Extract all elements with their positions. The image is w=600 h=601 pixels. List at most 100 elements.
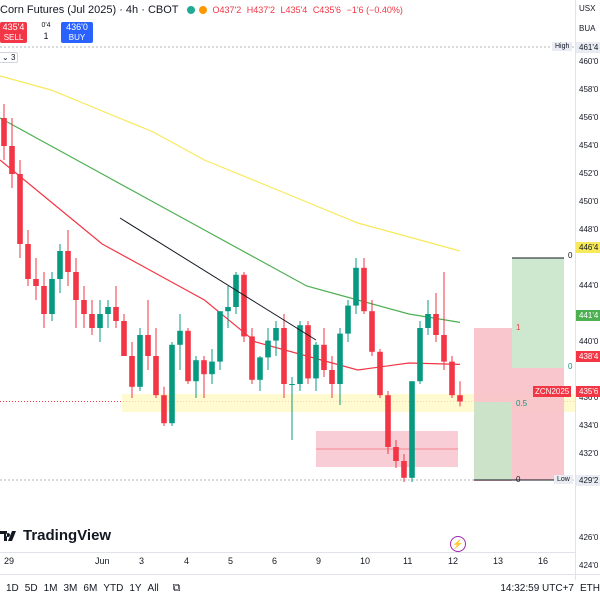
candle-body [137, 335, 143, 387]
candle-body [433, 314, 439, 335]
range-button-all[interactable]: All [147, 582, 159, 594]
candle-body [441, 335, 447, 362]
candle-body [257, 357, 263, 380]
buy-button[interactable]: 436'0 BUY [61, 22, 93, 43]
candle-body [265, 340, 271, 358]
candle-body [289, 384, 295, 385]
candle-body [121, 321, 127, 356]
currency-label[interactable]: USX [579, 4, 596, 13]
tradingview-logo-icon [0, 530, 16, 541]
bottom-toolbar: 1D 5D 1M 3M 6M YTD 1Y All ⧉ 14:32:59 UTC+7 ETH [0, 574, 600, 601]
candle-body [241, 274, 247, 337]
high-price-label: 461'4 [576, 42, 600, 53]
spread-value: 0'4 [41, 22, 51, 29]
candle-body [225, 307, 231, 312]
range-button-5d[interactable]: 5D [24, 582, 38, 594]
time-tick-label: 13 [493, 556, 504, 566]
candle-body [321, 344, 327, 370]
candle-body [73, 272, 79, 300]
price-tick-label: 460'0 [579, 57, 599, 66]
moving-average-line-2 [0, 117, 461, 323]
candle-body [401, 461, 407, 478]
price-tick-label: 434'0 [579, 421, 599, 430]
candle-body [345, 305, 351, 334]
clock-readout[interactable]: 14:32:59 UTC+7 [500, 582, 574, 594]
time-axis[interactable] [0, 552, 575, 571]
time-tick-label: 12 [448, 556, 459, 566]
price-tick-label: 426'0 [579, 533, 599, 542]
range-button-1y[interactable]: 1Y [129, 582, 142, 594]
price-tick-label: 448'0 [579, 225, 599, 234]
candle-body [9, 146, 15, 174]
candle-body [273, 328, 279, 341]
candle-body [185, 330, 191, 382]
candle-body [65, 251, 71, 272]
candle-body [129, 356, 135, 387]
candle-body [153, 356, 159, 396]
candle-body [81, 300, 87, 314]
range-button-3m[interactable]: 3M [63, 582, 78, 594]
indicators-toggle[interactable]: ⌄ 3 [0, 52, 19, 63]
market-open-icon [186, 6, 195, 14]
price-tick-label: 458'0 [579, 85, 599, 94]
calendar-range-icon[interactable]: ⧉ [172, 581, 181, 594]
candle-body [337, 333, 343, 384]
time-tick-label: Jun [95, 556, 110, 566]
lightning-icon[interactable]: ⚡ [450, 536, 466, 552]
delayed-data-icon [198, 6, 207, 14]
candle-body [97, 314, 103, 328]
price-tick-label: 424'0 [579, 561, 599, 570]
candle-body [25, 244, 31, 279]
fib-level-1: 1 [516, 323, 521, 332]
chevron-down-icon: ⌄ [2, 53, 9, 62]
open-value: O437'2 [212, 5, 242, 15]
candle-body [41, 286, 47, 314]
buy-price: 436'0 [66, 22, 88, 32]
time-tick-label: 3 [139, 556, 145, 566]
sell-button[interactable]: 435'4 SELL [0, 22, 27, 43]
price-tick-label: 454'0 [579, 141, 599, 150]
high-value: H437'2 [246, 5, 276, 15]
indicator-count: 3 [10, 53, 16, 62]
candle-body [457, 395, 463, 402]
unit-label[interactable]: BUA [579, 24, 596, 33]
price-chart[interactable] [0, 0, 575, 552]
time-tick-label: 11 [403, 556, 413, 566]
price-tick-label: 450'0 [579, 197, 599, 206]
moving-average-line-3 [0, 159, 461, 371]
candle-body [33, 279, 39, 286]
ohlc-readout: O437'2 H437'2 L435'4 C435'6 −1'6 (−0.40%… [213, 5, 406, 15]
sell-price: 435'4 [2, 22, 25, 32]
candle-body [105, 307, 111, 314]
candle-body [449, 361, 455, 396]
time-tick-label: 16 [538, 556, 549, 566]
close-value: C435'6 [312, 5, 342, 15]
tradingview-logo[interactable]: TradingView [0, 527, 111, 544]
symbol-title[interactable]: Corn Futures (Jul 2025) · 4h · CBOT [0, 4, 179, 16]
chart-header: Corn Futures (Jul 2025) · 4h · CBOT O437… [0, 0, 575, 20]
candle-body [145, 335, 151, 356]
buy-label: BUY [68, 33, 86, 42]
session-toggle[interactable]: ETH [580, 582, 600, 594]
range-button-1d[interactable]: 1D [6, 582, 19, 594]
price-tick-label: 456'0 [579, 113, 599, 122]
fib-level-05: 0.5 [516, 399, 528, 408]
symbol-tag: ZCN2025 [533, 386, 572, 397]
high-tag: High [552, 42, 573, 51]
last-price-label: 435'6 [576, 386, 600, 397]
price-tick-label: 436'0 [579, 393, 599, 402]
range-button-ytd[interactable]: YTD [103, 582, 124, 594]
candle-body [209, 361, 215, 375]
tradingview-wordmark: TradingView [23, 527, 112, 544]
candle-body [1, 118, 7, 146]
candle-body [297, 325, 303, 384]
range-button-6m[interactable]: 6M [83, 582, 98, 594]
time-tick-label: 29 [4, 556, 15, 566]
range-button-1m[interactable]: 1M [43, 582, 58, 594]
time-tick-label: 9 [316, 556, 322, 566]
candle-body [249, 336, 255, 380]
price-tick-label: 432'0 [579, 449, 599, 458]
candle-body [17, 174, 23, 244]
quantity-value[interactable]: 1 [43, 31, 49, 41]
moving-average-line-1 [0, 75, 461, 252]
